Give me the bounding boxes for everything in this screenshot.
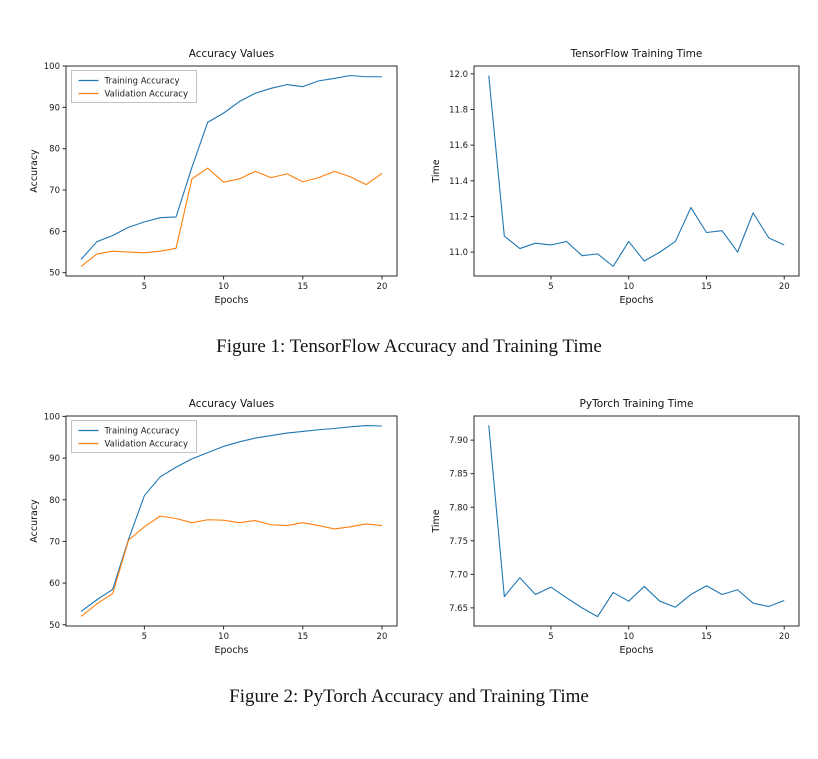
- x-tick-label: 20: [377, 282, 388, 292]
- training-accuracy-line: [80, 74, 382, 260]
- y-tick-label: 11.2: [449, 212, 468, 222]
- y-axis-label: Time: [431, 159, 442, 183]
- figure-2-caption: Figure 2: PyTorch Accuracy and Training …: [229, 686, 589, 707]
- legend-label: Training Accuracy: [104, 77, 180, 87]
- x-axis-label: Epochs: [214, 645, 248, 656]
- y-tick-label: 7.80: [449, 503, 468, 513]
- x-tick-label: 10: [623, 282, 634, 292]
- x-tick-label: 5: [142, 632, 147, 642]
- y-tick-label: 7.85: [449, 470, 468, 480]
- legend: Training Accuracy Validation Accuracy: [71, 70, 197, 103]
- y-axis-label: Accuracy: [29, 499, 40, 543]
- figure-1-caption: Figure 1: TensorFlow Accuracy and Traini…: [216, 336, 602, 357]
- training-accuracy-line: [80, 425, 382, 612]
- figure-1-charts-row: 5 10 15 20 50 60 70 80 90 100 Accuracy Values Epoch…: [0, 42, 818, 310]
- y-tick-label: 50: [49, 269, 60, 279]
- y-tick-label: 70: [49, 537, 60, 547]
- chart-title: Accuracy Values: [189, 48, 275, 60]
- x-tick-label: 10: [218, 632, 229, 642]
- plot-frame: [473, 415, 800, 627]
- y-tick-label: 90: [49, 103, 60, 113]
- y-tick-label: 90: [49, 454, 60, 464]
- legend-label: Training Accuracy: [104, 427, 180, 437]
- y-tick-label: 50: [49, 621, 60, 631]
- y-tick-label: 7.70: [449, 570, 468, 580]
- y-tick-label: 60: [49, 579, 60, 589]
- chart-title: Accuracy Values: [189, 398, 275, 410]
- pytorch-training-time-chart: 5 10 15 20 7.65 7.70 7.75 7.80 7.85 7.90 PyTorch T…: [428, 392, 808, 660]
- tensorflow-training-time-chart-svg: 5 10 15 20 11.0 11.2 11.4 11.6 11.8 12.0 TensorFlo…: [431, 48, 800, 306]
- y-tick-label: 11.0: [449, 248, 468, 258]
- x-tick-label: 20: [377, 632, 388, 642]
- y-tick-label: 12.0: [449, 70, 468, 80]
- y-tick-label: 70: [49, 186, 60, 196]
- y-tick-label: 100: [44, 412, 60, 422]
- tensorflow-accuracy-chart-svg: 5 10 15 20 50 60 70 80 90 100 Accuracy Values Epoch…: [29, 48, 398, 306]
- figure-2-block: 5 10 15 20 50 60 70 80 90 100 Accuracy Values Epoch…: [0, 392, 818, 708]
- legend: Training Accuracy Validation Accuracy: [71, 420, 197, 453]
- legend-label: Validation Accuracy: [105, 90, 188, 100]
- x-axis-label: Epochs: [619, 645, 653, 656]
- x-tick-label: 15: [701, 282, 712, 292]
- chart-title: PyTorch Training Time: [580, 398, 694, 410]
- plot-frame: [65, 65, 398, 277]
- x-tick-label: 10: [623, 632, 634, 642]
- x-tick-label: 5: [142, 282, 147, 292]
- figure-1-block: 5 10 15 20 50 60 70 80 90 100 Accuracy Values Epoch…: [0, 42, 818, 358]
- validation-accuracy-line: [80, 515, 383, 617]
- x-axis-label: Epochs: [619, 295, 653, 306]
- y-axis-label: Accuracy: [29, 149, 40, 193]
- x-tick-label: 10: [218, 282, 229, 292]
- x-tick-label: 5: [548, 282, 553, 292]
- y-tick-label: 7.65: [449, 604, 468, 614]
- y-tick-label: 11.6: [449, 141, 468, 151]
- y-tick-label: 11.8: [449, 106, 468, 116]
- chart-title: TensorFlow Training Time: [570, 48, 703, 60]
- y-tick-label: 60: [49, 227, 60, 237]
- x-tick-label: 15: [297, 282, 308, 292]
- y-tick-label: 80: [49, 496, 60, 506]
- x-tick-label: 20: [779, 632, 790, 642]
- tensorflow-accuracy-chart: 5 10 15 20 50 60 70 80 90 100 Accuracy Values Epoch…: [26, 42, 406, 310]
- x-tick-label: 5: [548, 632, 553, 642]
- training-time-line: [488, 75, 785, 267]
- x-axis-label: Epochs: [214, 295, 248, 306]
- plot-frame: [65, 415, 398, 627]
- pytorch-training-time-chart-svg: 5 10 15 20 7.65 7.70 7.75 7.80 7.85 7.90 PyTorch T…: [431, 398, 800, 656]
- y-tick-label: 7.90: [449, 436, 468, 446]
- x-tick-label: 20: [779, 282, 790, 292]
- x-tick-label: 15: [297, 632, 308, 642]
- pytorch-accuracy-chart: 5 10 15 20 50 60 70 80 90 100 Accuracy Values Epoch…: [26, 392, 406, 660]
- legend-box: [71, 420, 197, 453]
- y-axis-label: Time: [431, 509, 442, 533]
- tensorflow-training-time-chart: 5 10 15 20 11.0 11.2 11.4 11.6 11.8 12.0 TensorFlo…: [428, 42, 808, 310]
- x-tick-label: 15: [701, 632, 712, 642]
- y-tick-label: 11.4: [449, 177, 468, 187]
- training-time-line: [488, 425, 785, 618]
- pytorch-accuracy-chart-svg: 5 10 15 20 50 60 70 80 90 100 Accuracy Values Epoch…: [29, 398, 398, 656]
- y-tick-label: 100: [44, 62, 60, 72]
- legend-label: Validation Accuracy: [105, 440, 188, 450]
- y-tick-label: 80: [49, 145, 60, 155]
- y-tick-label: 7.75: [449, 537, 468, 547]
- plot-frame: [473, 65, 800, 277]
- validation-accuracy-line: [80, 167, 383, 267]
- legend-box: [71, 70, 197, 103]
- figure-2-charts-row: 5 10 15 20 50 60 70 80 90 100 Accuracy Values Epoch…: [0, 392, 818, 660]
